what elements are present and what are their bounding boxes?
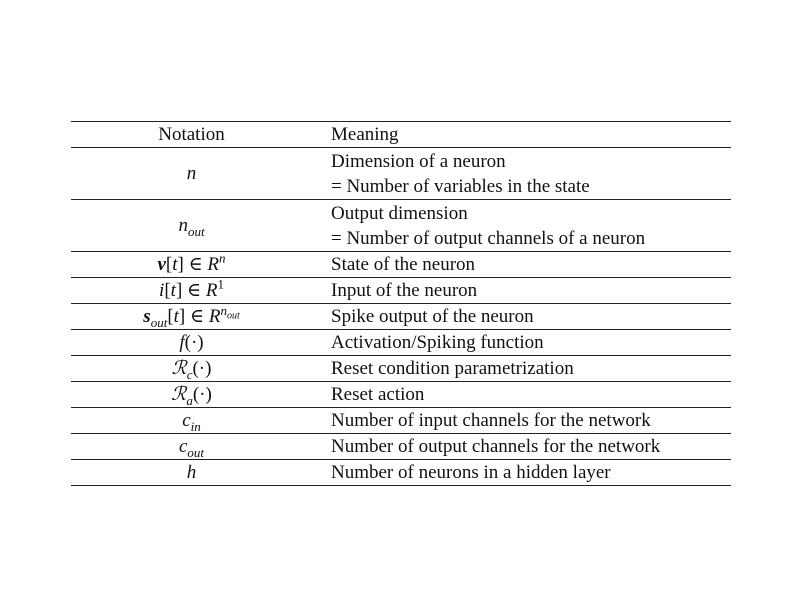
table-row: i[t] ∈ R1 Input of the neuron <box>71 278 731 304</box>
meaning-line: Number of output channels for the networ… <box>331 436 661 457</box>
notation-cell: cin <box>71 408 312 434</box>
meaning-line: Reset action <box>331 384 425 405</box>
notation-symbol: nout <box>178 215 205 239</box>
meaning-line: Dimension of a neuron <box>331 150 506 172</box>
notation-cell: sout[t] ∈ Rnout <box>71 304 312 330</box>
meaning-line: Output dimension <box>331 202 468 224</box>
meaning-line: Activation/Spiking function <box>331 332 544 353</box>
table-row: h Number of neurons in a hidden layer <box>71 460 731 486</box>
table-row: f(·) Activation/Spiking function <box>71 330 731 356</box>
notation-cell: cout <box>71 434 312 460</box>
table-row: cout Number of output channels for the n… <box>71 434 731 460</box>
meaning-cell: Activation/Spiking function <box>312 330 731 356</box>
notation-cell: f(·) <box>71 330 312 356</box>
notation-cell: ℛa(·) <box>71 382 312 408</box>
meaning-line: Number of neurons in a hidden layer <box>331 462 611 483</box>
meaning-line: Spike output of the neuron <box>331 306 534 327</box>
notation-cell: v[t] ∈ Rn <box>71 252 312 278</box>
header-notation: Notation <box>158 124 225 145</box>
notation-symbol: i[t] ∈ R1 <box>159 276 224 301</box>
notation-cell: i[t] ∈ R1 <box>71 278 312 304</box>
notation-symbol: cout <box>178 436 205 460</box>
meaning-cell: Number of output channels for the networ… <box>312 434 731 460</box>
meaning-cell: Spike output of the neuron <box>312 304 731 330</box>
meaning-line: Number of input channels for the network <box>331 410 651 431</box>
meaning-cell: Number of neurons in a hidden layer <box>312 460 731 486</box>
meaning-cell: Reset action <box>312 382 731 408</box>
notation-symbol: cin <box>182 410 201 434</box>
meaning-cell: Reset condition parametrization <box>312 356 731 382</box>
table-row: ℛc(·) Reset condition parametrization <box>71 356 731 382</box>
notation-symbol: n <box>186 163 197 184</box>
notation-table: Notation Meaning n Dimension of a neuron… <box>71 121 731 486</box>
table-row: v[t] ∈ Rn State of the neuron <box>71 252 731 278</box>
notation-symbol: h <box>186 462 197 483</box>
meaning-cell: Input of the neuron <box>312 278 731 304</box>
notation-cell: nout <box>71 200 312 252</box>
meaning-cell: Dimension of a neuron = Number of variab… <box>312 148 731 200</box>
table-row: sout[t] ∈ Rnout Spike output of the neur… <box>71 304 731 330</box>
meaning-line: State of the neuron <box>331 254 476 275</box>
meaning-line: Reset condition parametrization <box>331 358 574 379</box>
notation-cell: h <box>71 460 312 486</box>
notation-symbol: ℛc(·) <box>171 357 212 382</box>
table-row: ℛa(·) Reset action <box>71 382 731 408</box>
notation-cell: n <box>71 148 312 200</box>
meaning-cell: Number of input channels for the network <box>312 408 731 434</box>
notation-symbol: sout[t] ∈ Rnout <box>143 302 240 330</box>
meaning-cell: Output dimension = Number of output chan… <box>312 200 731 252</box>
meaning-line: = Number of output channels of a neuron <box>331 227 646 249</box>
header-meaning: Meaning <box>331 124 399 145</box>
table-header-row: Notation Meaning <box>71 121 731 148</box>
notation-symbol: f(·) <box>179 332 204 353</box>
table-row: n Dimension of a neuron = Number of vari… <box>71 148 731 200</box>
table-row: cin Number of input channels for the net… <box>71 408 731 434</box>
meaning-cell: State of the neuron <box>312 252 731 278</box>
notation-symbol: ℛa(·) <box>171 383 212 408</box>
table-row: nout Output dimension = Number of output… <box>71 200 731 252</box>
meaning-line: Input of the neuron <box>331 280 478 301</box>
notation-symbol: v[t] ∈ Rn <box>157 250 226 275</box>
notation-cell: ℛc(·) <box>71 356 312 382</box>
meaning-line: = Number of variables in the state <box>331 175 590 197</box>
